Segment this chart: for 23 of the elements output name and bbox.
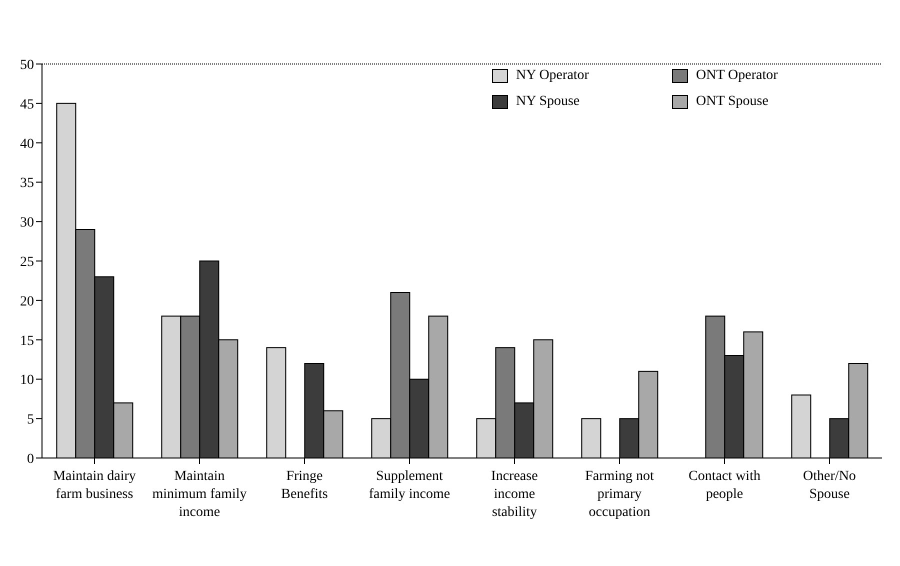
- y-tick-label: 45: [20, 97, 34, 112]
- y-tick-label: 20: [20, 294, 34, 310]
- x-tick-label: Contact with people: [688, 469, 760, 502]
- y-tick-label: 30: [20, 216, 34, 231]
- legend-label: ONT Spouse: [696, 94, 768, 110]
- y-tick-label: 15: [20, 334, 34, 349]
- x-tick-label: Increase income stability: [491, 469, 538, 520]
- legend-label: NY Operator: [516, 68, 589, 84]
- y-tick-label: 50: [20, 58, 34, 73]
- x-tick-label: Other/No Spouse: [803, 469, 856, 502]
- legend-label: ONT Operator: [696, 68, 778, 84]
- y-tick-label: 10: [20, 373, 34, 388]
- y-tick-label: 0: [27, 452, 34, 467]
- y-tick-label: 40: [20, 136, 34, 152]
- x-tick-label: Maintain dairy farm business: [53, 469, 136, 502]
- y-tick-label: 35: [20, 176, 34, 192]
- x-tick-label: Supplement family income: [368, 469, 450, 502]
- legend-label: NY Spouse: [516, 94, 580, 110]
- y-tick-label: 25: [20, 254, 34, 270]
- x-tick-label: Maintain minimum family income: [152, 469, 247, 520]
- y-tick-label: 5: [27, 412, 34, 428]
- x-tick-label: Farming not primary occupation: [585, 469, 654, 520]
- x-tick-label: Fringe Benefits: [281, 469, 328, 502]
